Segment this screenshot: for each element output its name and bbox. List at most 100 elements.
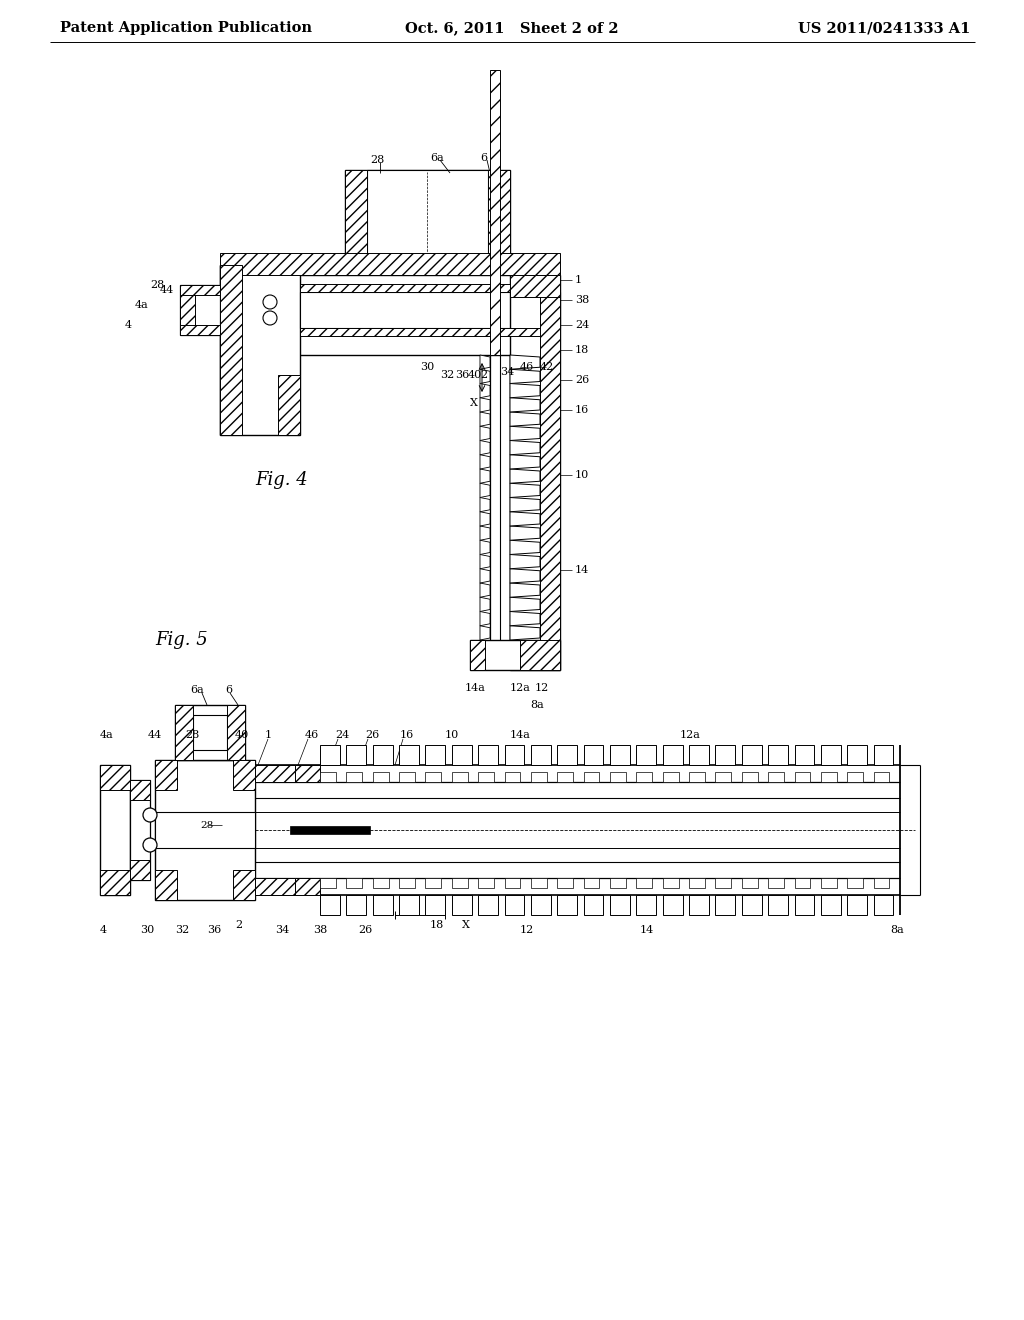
Polygon shape <box>584 744 603 766</box>
Text: 18: 18 <box>575 345 589 355</box>
Polygon shape <box>425 895 445 915</box>
Bar <box>295 766 319 781</box>
Bar <box>220 253 560 275</box>
Bar <box>180 285 195 335</box>
Polygon shape <box>689 878 705 888</box>
Text: 6a: 6a <box>430 153 443 162</box>
Polygon shape <box>768 744 787 766</box>
Polygon shape <box>480 455 490 469</box>
Text: 24: 24 <box>335 730 349 741</box>
Text: Patent Application Publication: Patent Application Publication <box>60 21 312 36</box>
Text: 1: 1 <box>575 275 582 285</box>
Polygon shape <box>478 772 494 781</box>
Bar <box>227 705 245 760</box>
Bar <box>490 70 500 355</box>
Text: 16: 16 <box>575 405 589 414</box>
Text: Fig. 4: Fig. 4 <box>255 471 308 488</box>
Polygon shape <box>478 878 494 888</box>
Polygon shape <box>425 878 441 888</box>
Polygon shape <box>557 895 578 915</box>
Polygon shape <box>584 772 599 781</box>
Text: 16: 16 <box>400 730 415 741</box>
Polygon shape <box>480 540 490 554</box>
Text: 10: 10 <box>575 470 589 480</box>
Text: 10: 10 <box>445 730 459 741</box>
Polygon shape <box>873 772 890 781</box>
Circle shape <box>143 838 157 851</box>
Text: 6a: 6a <box>190 685 204 696</box>
Polygon shape <box>510 626 540 640</box>
Text: 32: 32 <box>440 370 455 380</box>
Text: 36: 36 <box>455 370 469 380</box>
Polygon shape <box>530 895 551 915</box>
Polygon shape <box>480 370 490 384</box>
Polygon shape <box>510 569 540 583</box>
Bar <box>540 275 560 671</box>
Text: 38: 38 <box>313 925 328 935</box>
Polygon shape <box>480 583 490 597</box>
Text: 2: 2 <box>234 920 242 931</box>
Polygon shape <box>505 895 524 915</box>
Polygon shape <box>510 397 540 412</box>
Polygon shape <box>319 744 340 766</box>
Polygon shape <box>480 597 490 611</box>
Polygon shape <box>510 554 540 569</box>
Text: 28: 28 <box>185 730 200 741</box>
Polygon shape <box>319 772 336 781</box>
Polygon shape <box>346 878 362 888</box>
Bar <box>470 640 560 671</box>
Polygon shape <box>373 772 388 781</box>
Polygon shape <box>478 744 498 766</box>
Bar <box>180 285 220 335</box>
Text: 34: 34 <box>275 925 289 935</box>
Text: 4a: 4a <box>135 300 148 310</box>
Polygon shape <box>510 611 540 626</box>
Polygon shape <box>510 583 540 597</box>
Text: 12: 12 <box>520 925 535 935</box>
Polygon shape <box>689 772 705 781</box>
Polygon shape <box>510 498 540 512</box>
Text: 26: 26 <box>365 730 379 741</box>
Text: 12a: 12a <box>680 730 700 741</box>
Polygon shape <box>480 626 490 640</box>
Polygon shape <box>610 895 630 915</box>
Polygon shape <box>636 744 656 766</box>
Polygon shape <box>821 772 837 781</box>
Polygon shape <box>480 554 490 569</box>
Polygon shape <box>480 426 490 441</box>
Polygon shape <box>480 483 490 498</box>
Polygon shape <box>505 772 520 781</box>
Text: 38: 38 <box>575 294 589 305</box>
Bar <box>488 170 510 271</box>
Polygon shape <box>452 772 468 781</box>
Bar <box>220 265 300 436</box>
Bar <box>345 170 510 271</box>
Text: 36: 36 <box>207 925 221 935</box>
Polygon shape <box>557 772 573 781</box>
Circle shape <box>263 294 278 309</box>
Text: 28: 28 <box>370 154 384 165</box>
Bar <box>233 870 255 900</box>
Polygon shape <box>557 744 578 766</box>
Polygon shape <box>510 525 540 540</box>
Bar <box>255 766 295 781</box>
Bar <box>345 170 367 271</box>
Text: 40: 40 <box>234 730 249 741</box>
Polygon shape <box>741 895 762 915</box>
Polygon shape <box>346 772 362 781</box>
Polygon shape <box>636 895 656 915</box>
Text: US 2011/0241333 A1: US 2011/0241333 A1 <box>798 21 970 36</box>
Polygon shape <box>480 525 490 540</box>
Bar <box>180 325 220 335</box>
Polygon shape <box>510 370 540 384</box>
Polygon shape <box>399 895 419 915</box>
Polygon shape <box>768 878 784 888</box>
Text: 26: 26 <box>575 375 589 385</box>
Bar <box>300 284 560 292</box>
Polygon shape <box>795 895 814 915</box>
Polygon shape <box>636 772 652 781</box>
Polygon shape <box>610 772 626 781</box>
Polygon shape <box>505 878 520 888</box>
Text: 28: 28 <box>200 821 213 829</box>
Polygon shape <box>610 744 630 766</box>
